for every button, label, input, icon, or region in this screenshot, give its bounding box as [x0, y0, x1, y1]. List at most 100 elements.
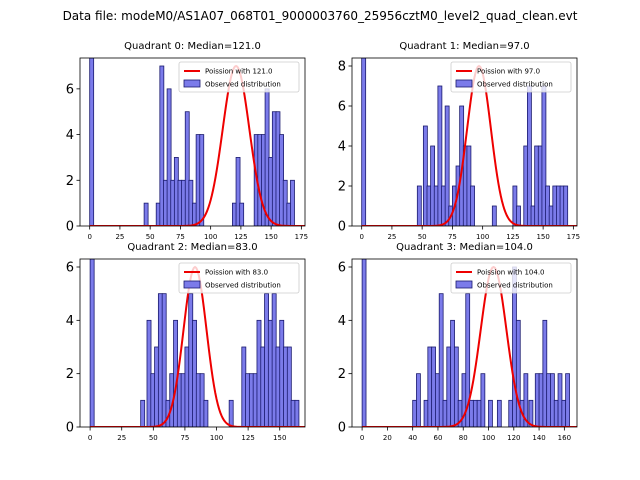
histogram-bar [203, 399, 209, 427]
histogram-bar [491, 205, 497, 226]
y-tick-label: 2 [338, 180, 346, 195]
histogram-bar [140, 399, 146, 427]
y-tick-label: 4 [338, 140, 346, 155]
axes-frame [351, 57, 578, 227]
histogram-bar [534, 373, 540, 427]
histogram-bar [546, 373, 551, 427]
x-tick-label: 50 [418, 233, 427, 241]
legend-box [178, 61, 300, 93]
y-tick-label: 6 [338, 261, 346, 276]
histogram-bar [446, 346, 452, 427]
histogram-bar [472, 399, 478, 427]
legend-label-poisson: Poission with 121.0 [205, 68, 273, 76]
y-tick-label: 6 [338, 100, 346, 115]
histogram-bar [508, 399, 514, 427]
histogram-bar [480, 373, 486, 427]
histogram-bar [294, 399, 300, 427]
x-tick-label: 75 [180, 434, 189, 442]
x-tick-label: 150 [536, 233, 549, 241]
histogram-bar [412, 399, 417, 427]
legend-box [450, 61, 572, 93]
histogram-bar [361, 58, 367, 226]
x-tick-label: 50 [146, 233, 155, 241]
histogram-bar [515, 319, 521, 427]
legend-bar-swatch [183, 280, 201, 289]
x-tick-label: 125 [234, 233, 247, 241]
histogram-bar [435, 373, 440, 427]
x-tick-label: 75 [448, 233, 457, 241]
quadrant-title: Quadrant 3: Median=104.0 [396, 242, 533, 253]
x-tick-label: 150 [273, 434, 286, 442]
histogram-bar [361, 259, 367, 427]
histogram-bar [423, 399, 429, 427]
x-tick-label: 20 [383, 434, 392, 442]
x-tick-label: 100 [210, 434, 223, 442]
histogram-bar [290, 179, 295, 226]
axes-frame [351, 258, 578, 428]
y-tick-label: 0 [66, 220, 74, 235]
legend: Poission with 121.0 Observed distribution [178, 61, 300, 93]
histogram-bar [438, 293, 444, 427]
legend-label-poisson: Poission with 83.0 [205, 269, 268, 277]
histogram-bar [563, 185, 569, 226]
histogram-bar [469, 399, 474, 427]
histogram-bar [431, 346, 436, 427]
x-tick-label: 140 [532, 434, 545, 442]
x-tick-label: 100 [482, 434, 495, 442]
x-tick-label: 0 [359, 233, 363, 241]
quadrant-3-panel: Quadrant 3: Median=104.00 20 40 60 80 100 120 1… [338, 242, 578, 442]
histogram-bar [143, 202, 149, 226]
histogram-bar [450, 319, 455, 427]
histogram-bar [561, 399, 567, 427]
y-tick-label: 6 [66, 261, 74, 276]
x-tick-label: 0 [360, 434, 364, 442]
y-tick-label: 2 [338, 367, 346, 382]
x-tick-label: 175 [567, 233, 580, 241]
x-tick-label: 25 [117, 434, 126, 442]
legend: Poission with 83.0 Observed distribution [178, 262, 300, 294]
legend-label-observed: Observed distribution [205, 282, 281, 290]
x-tick-label: 125 [241, 434, 254, 442]
x-tick-label: 40 [408, 434, 417, 442]
x-tick-label: 100 [476, 233, 489, 241]
quadrant-title: Quadrant 2: Median=83.0 [127, 242, 257, 253]
histogram-bar [159, 65, 165, 226]
histogram-bar [557, 373, 563, 427]
y-tick-label: 2 [66, 174, 74, 189]
x-tick-label: 25 [115, 233, 124, 241]
x-tick-label: 50 [149, 434, 158, 442]
y-tick-label: 0 [338, 421, 346, 436]
legend-label-observed: Observed distribution [205, 81, 281, 89]
quadrant-0-panel: Quadrant 0: Median=121.0 0 25 50 75 100 125 150… [66, 41, 308, 241]
x-tick-label: 25 [387, 233, 396, 241]
legend-box [178, 262, 300, 294]
histogram-bar [228, 399, 234, 427]
histogram-bar [184, 111, 190, 226]
histogram-bar [89, 58, 95, 226]
legend-label-poisson: Poission with 97.0 [477, 68, 540, 76]
histogram-bar [550, 373, 555, 427]
x-tick-label: 75 [176, 233, 185, 241]
histogram-bar [470, 185, 475, 226]
plot-area [89, 58, 305, 226]
x-tick-label: 0 [87, 233, 91, 241]
histogram-bar [166, 88, 172, 226]
axes-frame [79, 258, 306, 428]
histogram-bar [565, 373, 570, 427]
histogram-bar [437, 85, 443, 226]
histogram-bar [199, 134, 205, 226]
x-tick-label: 175 [295, 233, 308, 241]
y-tick-label: 6 [66, 82, 74, 97]
quadrant-title: Quadrant 0: Median=121.0 [124, 41, 261, 52]
legend-label-observed: Observed distribution [477, 282, 553, 290]
histogram-bar [538, 373, 544, 427]
histogram-bar [496, 399, 502, 427]
x-tick-label: 100 [204, 233, 217, 241]
histogram-bar [444, 105, 450, 226]
histogram-bar [442, 399, 448, 427]
x-tick-label: 160 [558, 434, 571, 442]
histogram-bar [453, 346, 459, 427]
y-tick-label: 4 [66, 314, 74, 329]
histogram-bar [427, 346, 433, 427]
